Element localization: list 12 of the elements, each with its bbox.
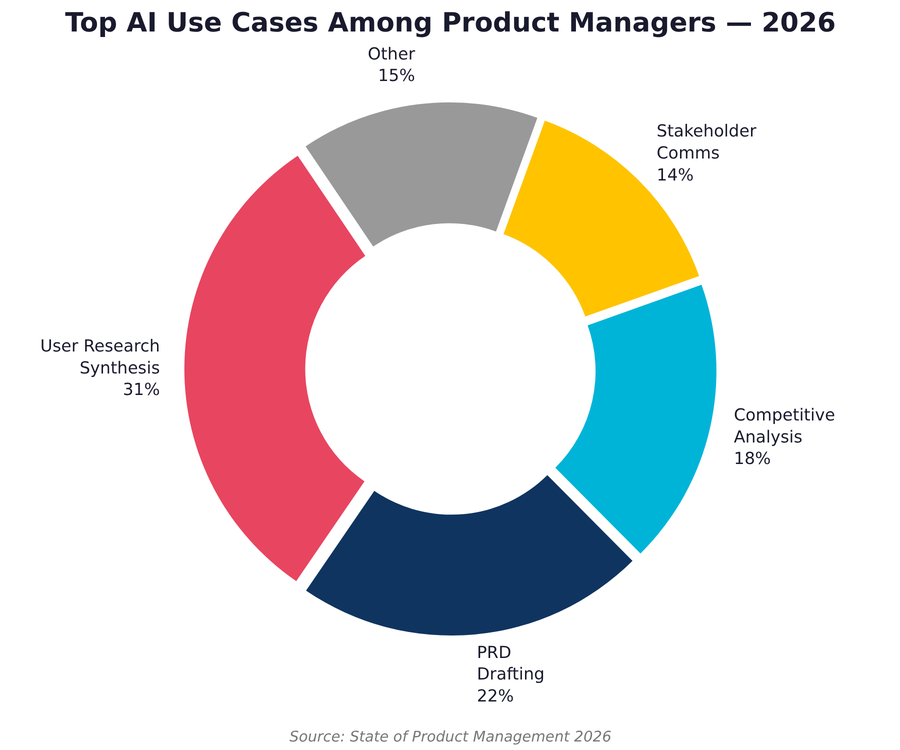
source-note: Source: State of Product Management 2026 (290, 728, 612, 746)
data-label: 22% (476, 686, 514, 706)
data-label: 14% (656, 165, 694, 184)
slice-label: Competitive Analysis (734, 405, 836, 446)
data-label: 15% (378, 66, 416, 86)
slice-label: Stakeholder Comms (656, 122, 756, 162)
slice-label: PRD Drafting (476, 642, 545, 684)
slice-label: User Research Synthesis (40, 336, 160, 378)
data-label: 31% (122, 380, 160, 400)
data-label: 18% (734, 449, 771, 468)
slice-label: Other (368, 44, 416, 64)
chart-title: Top AI Use Cases Among Product Managers — 2026 (65, 8, 836, 38)
